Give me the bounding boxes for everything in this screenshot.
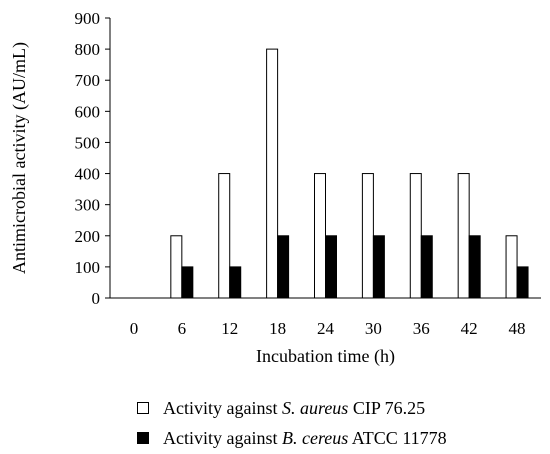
bar-series-2-30h <box>372 235 385 299</box>
y-tick-label-9: 900 <box>75 9 101 28</box>
y-tick-label-5: 500 <box>75 133 101 152</box>
y-axis-title: Antimicrobial activity (AU/mL) <box>9 42 30 274</box>
bar-series-1-12h <box>218 173 231 299</box>
x-tick-label-6: 36 <box>413 319 430 338</box>
legend-label-series-1: Activity against S. aureus CIP 76.25 <box>163 397 426 418</box>
legend-swatch-filled <box>137 432 149 444</box>
x-axis-ticks: 0 6 12 18 24 30 36 42 48 <box>130 319 526 338</box>
bar-series-2-24h <box>325 235 337 299</box>
bar-series-2-12h <box>229 266 242 299</box>
x-tick-label-4: 24 <box>317 319 335 338</box>
x-tick-label-1: 6 <box>178 319 187 338</box>
x-tick-label-7: 42 <box>461 319 478 338</box>
y-tick-label-3: 300 <box>75 196 101 215</box>
y-tick-label-2: 200 <box>75 227 101 246</box>
bar-series-1-42h <box>457 173 470 299</box>
y-tick-label-7: 700 <box>75 71 101 90</box>
y-tick-label-0: 0 <box>92 289 101 308</box>
legend-swatch-open <box>137 402 149 414</box>
bar-series-1-30h <box>361 173 374 299</box>
bar-series-2-6h <box>181 266 194 299</box>
x-axis-title: Incubation time (h) <box>256 346 395 367</box>
y-tick-label-1: 100 <box>75 258 101 277</box>
x-tick-label-8: 48 <box>509 319 526 338</box>
y-tick-label-8: 800 <box>75 40 101 59</box>
bar-series-2-48h <box>516 266 529 299</box>
bar-series-2-18h <box>277 235 290 299</box>
legend-item-series-2: Activity against B. cereus ATCC 11778 <box>137 423 447 453</box>
y-tick-label-6: 600 <box>75 102 101 121</box>
bar-series-1-48h <box>505 235 518 299</box>
legend: Activity against S. aureus CIP 76.25 Act… <box>137 393 447 453</box>
y-axis-ticks: 0 100 200 300 400 500 600 700 800 900 <box>75 9 110 308</box>
x-tick-label-3: 18 <box>269 319 286 338</box>
bar-series-1-36h <box>409 173 422 299</box>
bar-series-1-6h <box>170 235 183 299</box>
legend-label-series-2: Activity against B. cereus ATCC 11778 <box>163 427 447 448</box>
y-tick-label-4: 400 <box>75 165 101 184</box>
bars-group <box>170 48 529 299</box>
x-tick-label-0: 0 <box>130 319 139 338</box>
x-tick-label-2: 12 <box>221 319 238 338</box>
bar-series-2-36h <box>420 235 433 299</box>
bar-series-1-24h <box>314 173 326 299</box>
bar-series-2-42h <box>468 235 481 299</box>
bar-series-1-18h <box>266 48 279 299</box>
legend-item-series-1: Activity against S. aureus CIP 76.25 <box>137 393 447 423</box>
x-tick-label-5: 30 <box>365 319 382 338</box>
